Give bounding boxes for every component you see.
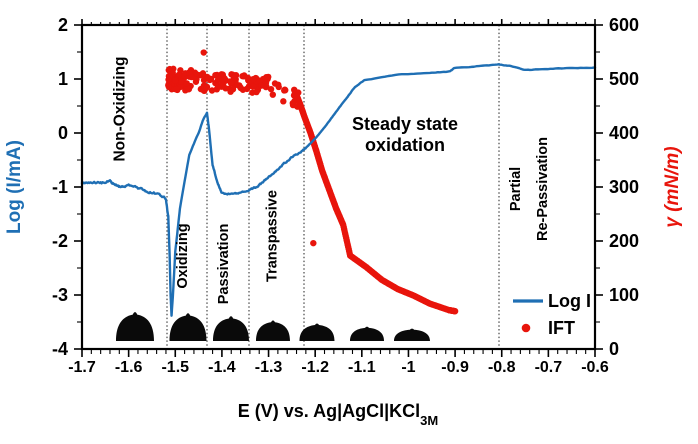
svg-text:100: 100 (609, 285, 639, 305)
svg-text:-1.5: -1.5 (161, 359, 189, 376)
svg-text:200: 200 (609, 231, 639, 251)
svg-text:300: 300 (609, 177, 639, 197)
svg-text:-0.8: -0.8 (488, 359, 516, 376)
svg-text:Oxidizing: Oxidizing (175, 223, 191, 288)
svg-text:-1.1: -1.1 (348, 359, 376, 376)
svg-text:-1.7: -1.7 (68, 359, 96, 376)
svg-text:1: 1 (58, 69, 68, 89)
svg-text:-3: -3 (52, 285, 68, 305)
svg-text:-1.2: -1.2 (301, 359, 329, 376)
svg-text:Log I: Log I (548, 291, 591, 311)
svg-text:0: 0 (609, 339, 619, 359)
svg-text:-2: -2 (52, 231, 68, 251)
svg-text:2: 2 (58, 15, 68, 35)
svg-text:-0.7: -0.7 (535, 359, 563, 376)
svg-text:-0.6: -0.6 (581, 359, 609, 376)
svg-text:Passivation: Passivation (216, 224, 232, 305)
svg-text:Non-Oxidizing: Non-Oxidizing (112, 56, 129, 161)
svg-text:-1: -1 (52, 177, 68, 197)
svg-text:-1.4: -1.4 (208, 359, 236, 376)
svg-text:-1: -1 (401, 359, 415, 376)
svg-text:Re-Passivation: Re-Passivation (535, 137, 551, 241)
svg-text:Partial: Partial (508, 167, 524, 211)
svg-text:-4: -4 (52, 339, 68, 359)
svg-text:400: 400 (609, 123, 639, 143)
svg-text:Log (I/mA): Log (I/mA) (4, 140, 25, 234)
svg-text:IFT: IFT (548, 318, 575, 338)
svg-text:-1.6: -1.6 (115, 359, 143, 376)
svg-text:500: 500 (609, 69, 639, 89)
svg-text:0: 0 (58, 123, 68, 143)
svg-text:-0.9: -0.9 (441, 359, 469, 376)
svg-text:-1.3: -1.3 (255, 359, 283, 376)
svg-text:Steady state: Steady state (352, 114, 458, 134)
svg-text:600: 600 (609, 15, 639, 35)
svg-text:Transpassive: Transpassive (265, 190, 281, 282)
svg-text:oxidation: oxidation (365, 135, 445, 155)
svg-text:γ (mN/m): γ (mN/m) (662, 146, 683, 227)
